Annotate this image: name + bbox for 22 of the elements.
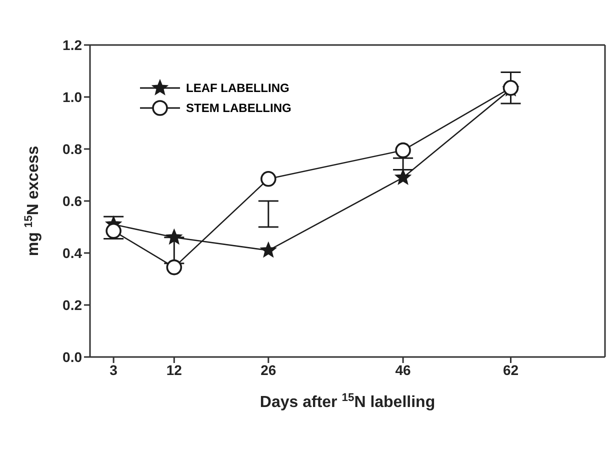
legend-label: STEM LABELLING — [186, 101, 292, 115]
y-tick-label: 0.8 — [62, 140, 82, 157]
point — [166, 259, 182, 276]
y-tick-label: 1.2 — [62, 36, 82, 53]
x-tick-label: 46 — [395, 362, 412, 378]
x-tick-label: 3 — [110, 362, 118, 378]
x-tick-label: 62 — [502, 362, 519, 378]
x-axis-title: Days after $^{15}$N labelling — [260, 392, 436, 411]
point — [260, 242, 276, 258]
legend-label: LEAF LABELLING — [186, 81, 290, 95]
y-tick-label: 0.6 — [62, 192, 82, 209]
point — [166, 229, 182, 244]
point — [106, 223, 122, 239]
y-tick-label: 0.0 — [62, 348, 82, 365]
y-tick-label: 1.0 — [62, 88, 82, 105]
point — [260, 171, 276, 187]
x-tick-label: 12 — [166, 362, 182, 378]
y-tick-label: 0.4 — [62, 244, 82, 261]
y-tick-label: 0.2 — [62, 296, 82, 313]
point — [395, 142, 411, 158]
point — [395, 169, 412, 184]
x-tick-label: 26 — [260, 362, 276, 378]
